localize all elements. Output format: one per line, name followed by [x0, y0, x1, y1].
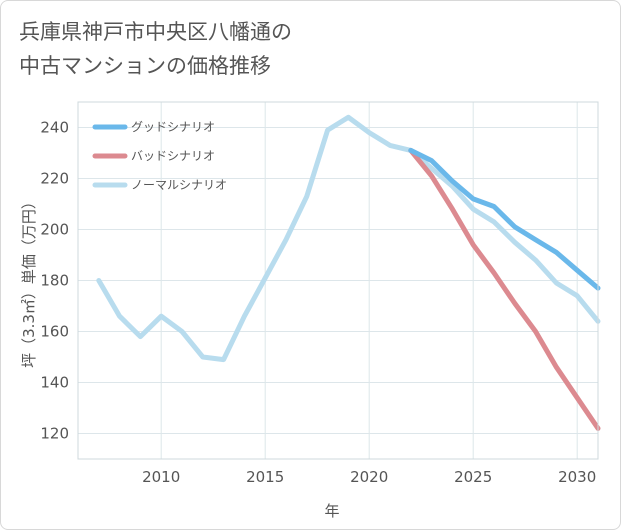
x-axis-label: 年: [324, 502, 339, 520]
y-tick-label-160: 160: [40, 323, 69, 341]
chart-title: 兵庫県神戸市中央区八幡通の 中古マンションの価格推移: [19, 15, 292, 83]
series-line-normal: [96, 114, 601, 363]
legend-label-good: グッドシナリオ: [131, 120, 215, 134]
x-tick-label-2010: 2010: [142, 468, 180, 486]
chart-title-line-2: 中古マンションの価格推移: [19, 54, 271, 78]
y-tick-label-140: 140: [40, 374, 69, 392]
y-tick-label-200: 200: [40, 221, 69, 239]
x-tick-label-2015: 2015: [246, 468, 284, 486]
x-tick-label-2030: 2030: [558, 468, 596, 486]
series-line-bad: [408, 147, 601, 431]
grid-lines: [78, 102, 598, 459]
series-line-good: [408, 147, 601, 291]
legend-label-normal: ノーマルシナリオ: [131, 178, 227, 192]
y-tick-label-180: 180: [40, 272, 69, 290]
y-tick-label-240: 240: [40, 119, 69, 137]
y-tick-label-120: 120: [40, 425, 69, 443]
x-tick-label-2020: 2020: [350, 468, 388, 486]
legend: グッドシナリオ バッドシナリオ ノーマルシナリオ: [92, 120, 227, 192]
legend-label-bad: バッドシナリオ: [131, 149, 215, 163]
plot-area-frame: [77, 101, 599, 460]
y-axis-label: 坪（3.3㎡）単価（万円）: [20, 194, 38, 368]
axis-ticks: 2010 2015 2020 2025 2030 120 140 160 180 200 220 24…: [40, 119, 596, 487]
x-tick-label-2025: 2025: [454, 468, 492, 486]
series-lines: [96, 114, 601, 431]
y-tick-label-220: 220: [40, 170, 69, 188]
chart-title-line-1: 兵庫県神戸市中央区八幡通の: [19, 20, 292, 44]
